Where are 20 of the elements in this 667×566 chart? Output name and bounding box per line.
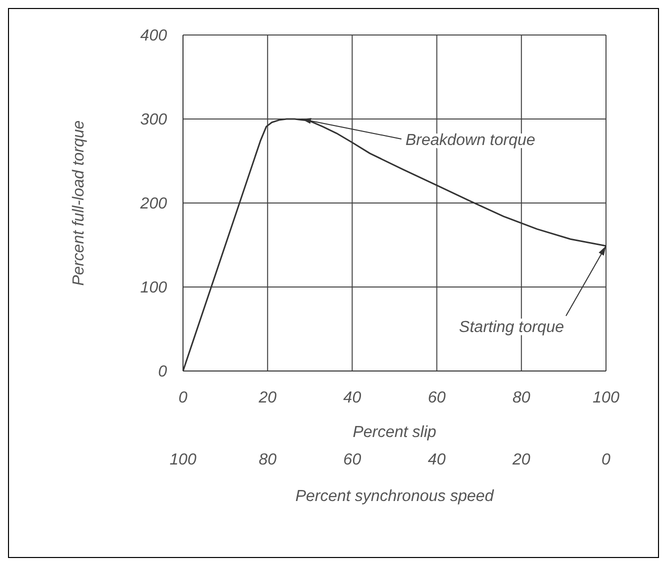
x-tick-label: 40 bbox=[343, 389, 362, 406]
x2-tick-label: 20 bbox=[512, 451, 530, 468]
x-tick-label: 60 bbox=[428, 389, 446, 406]
y-axis-title: Percent full-load torque bbox=[70, 120, 88, 286]
y-tick-label: 100 bbox=[140, 280, 168, 297]
x2-axis-title: Percent synchronous speed bbox=[295, 488, 495, 505]
x-tick-label: 80 bbox=[512, 389, 530, 406]
x-tick-label: 100 bbox=[592, 389, 620, 406]
x-axis-title: Percent slip bbox=[352, 424, 436, 441]
x2-tick-label: 60 bbox=[343, 451, 362, 468]
x2-tick-label: 40 bbox=[428, 451, 446, 468]
y-tick-label: 200 bbox=[139, 196, 168, 213]
x2-tick-label: 80 bbox=[258, 451, 277, 468]
x-tick-label: 20 bbox=[258, 389, 277, 406]
y-tick-label: 400 bbox=[140, 28, 168, 45]
y-tick-label: 0 bbox=[158, 364, 168, 381]
y-tick-label: 300 bbox=[140, 112, 168, 129]
x-tick-label: 0 bbox=[178, 389, 188, 406]
x2-tick-label: 100 bbox=[170, 451, 196, 468]
x2-tick-label: 0 bbox=[602, 451, 611, 468]
